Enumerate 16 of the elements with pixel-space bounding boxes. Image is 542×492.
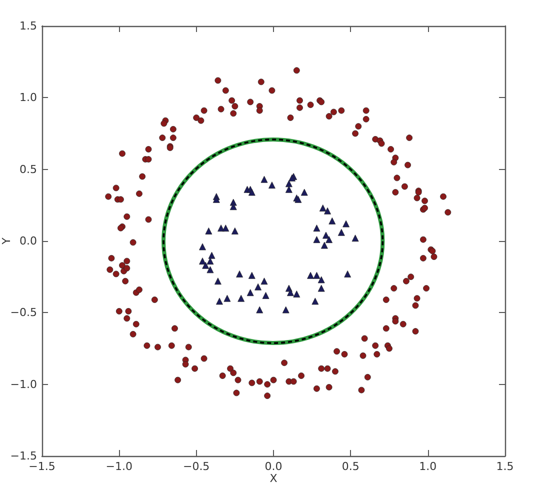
- y-tick-label: −1.0: [10, 378, 37, 391]
- y-tick-label: 0.5: [20, 162, 37, 176]
- x-tick-label: 0.0: [264, 460, 282, 473]
- x-axis-title: X: [270, 472, 278, 485]
- x-tick-label: 1.5: [496, 460, 514, 473]
- y-tick-label: 1.0: [20, 91, 37, 104]
- x-tick-label: 0.5: [342, 460, 360, 473]
- x-tick-label: −1.0: [106, 460, 133, 473]
- x-tick-label: −1.5: [28, 460, 56, 473]
- y-tick-label: −0.5: [10, 306, 37, 320]
- x-tick-label: 1.0: [419, 460, 437, 473]
- y-tick-label: −1.5: [10, 450, 37, 462]
- y-tick-label: 0.0: [20, 234, 37, 248]
- y-tick-label: 1.5: [20, 20, 37, 32]
- x-tick-label: −0.5: [182, 460, 210, 473]
- y-axis-title: Y: [0, 237, 13, 246]
